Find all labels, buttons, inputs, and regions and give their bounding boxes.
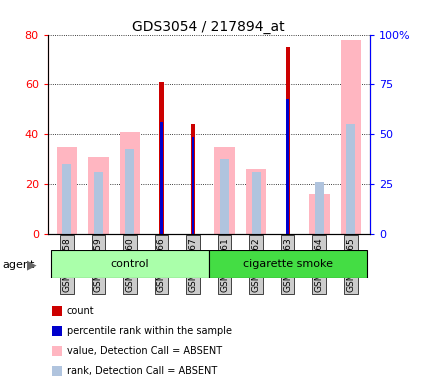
Bar xyxy=(119,132,140,234)
Bar xyxy=(314,182,323,234)
Text: count: count xyxy=(67,306,95,316)
Bar xyxy=(285,47,289,234)
Bar xyxy=(340,40,360,234)
Bar xyxy=(220,159,228,234)
Text: agent: agent xyxy=(2,260,34,270)
Text: cigarette smoke: cigarette smoke xyxy=(242,259,332,269)
Bar xyxy=(56,147,77,234)
Bar xyxy=(51,250,208,278)
Bar xyxy=(125,149,134,234)
Bar xyxy=(191,137,194,234)
Bar xyxy=(308,194,329,234)
Text: rank, Detection Call = ABSENT: rank, Detection Call = ABSENT xyxy=(67,366,217,376)
Text: ▶: ▶ xyxy=(27,258,37,271)
Bar xyxy=(159,82,163,234)
Text: percentile rank within the sample: percentile rank within the sample xyxy=(67,326,231,336)
Text: value, Detection Call = ABSENT: value, Detection Call = ABSENT xyxy=(67,346,222,356)
Bar xyxy=(62,164,71,234)
Bar xyxy=(245,169,266,234)
Bar xyxy=(208,250,366,278)
Bar xyxy=(345,124,355,234)
Bar xyxy=(160,122,162,234)
Text: control: control xyxy=(110,259,149,269)
Bar xyxy=(94,172,102,234)
Bar xyxy=(88,157,108,234)
Bar xyxy=(191,124,194,234)
Bar xyxy=(214,147,234,234)
Bar xyxy=(251,172,260,234)
Bar xyxy=(286,99,288,234)
Title: GDS3054 / 217894_at: GDS3054 / 217894_at xyxy=(132,20,284,33)
